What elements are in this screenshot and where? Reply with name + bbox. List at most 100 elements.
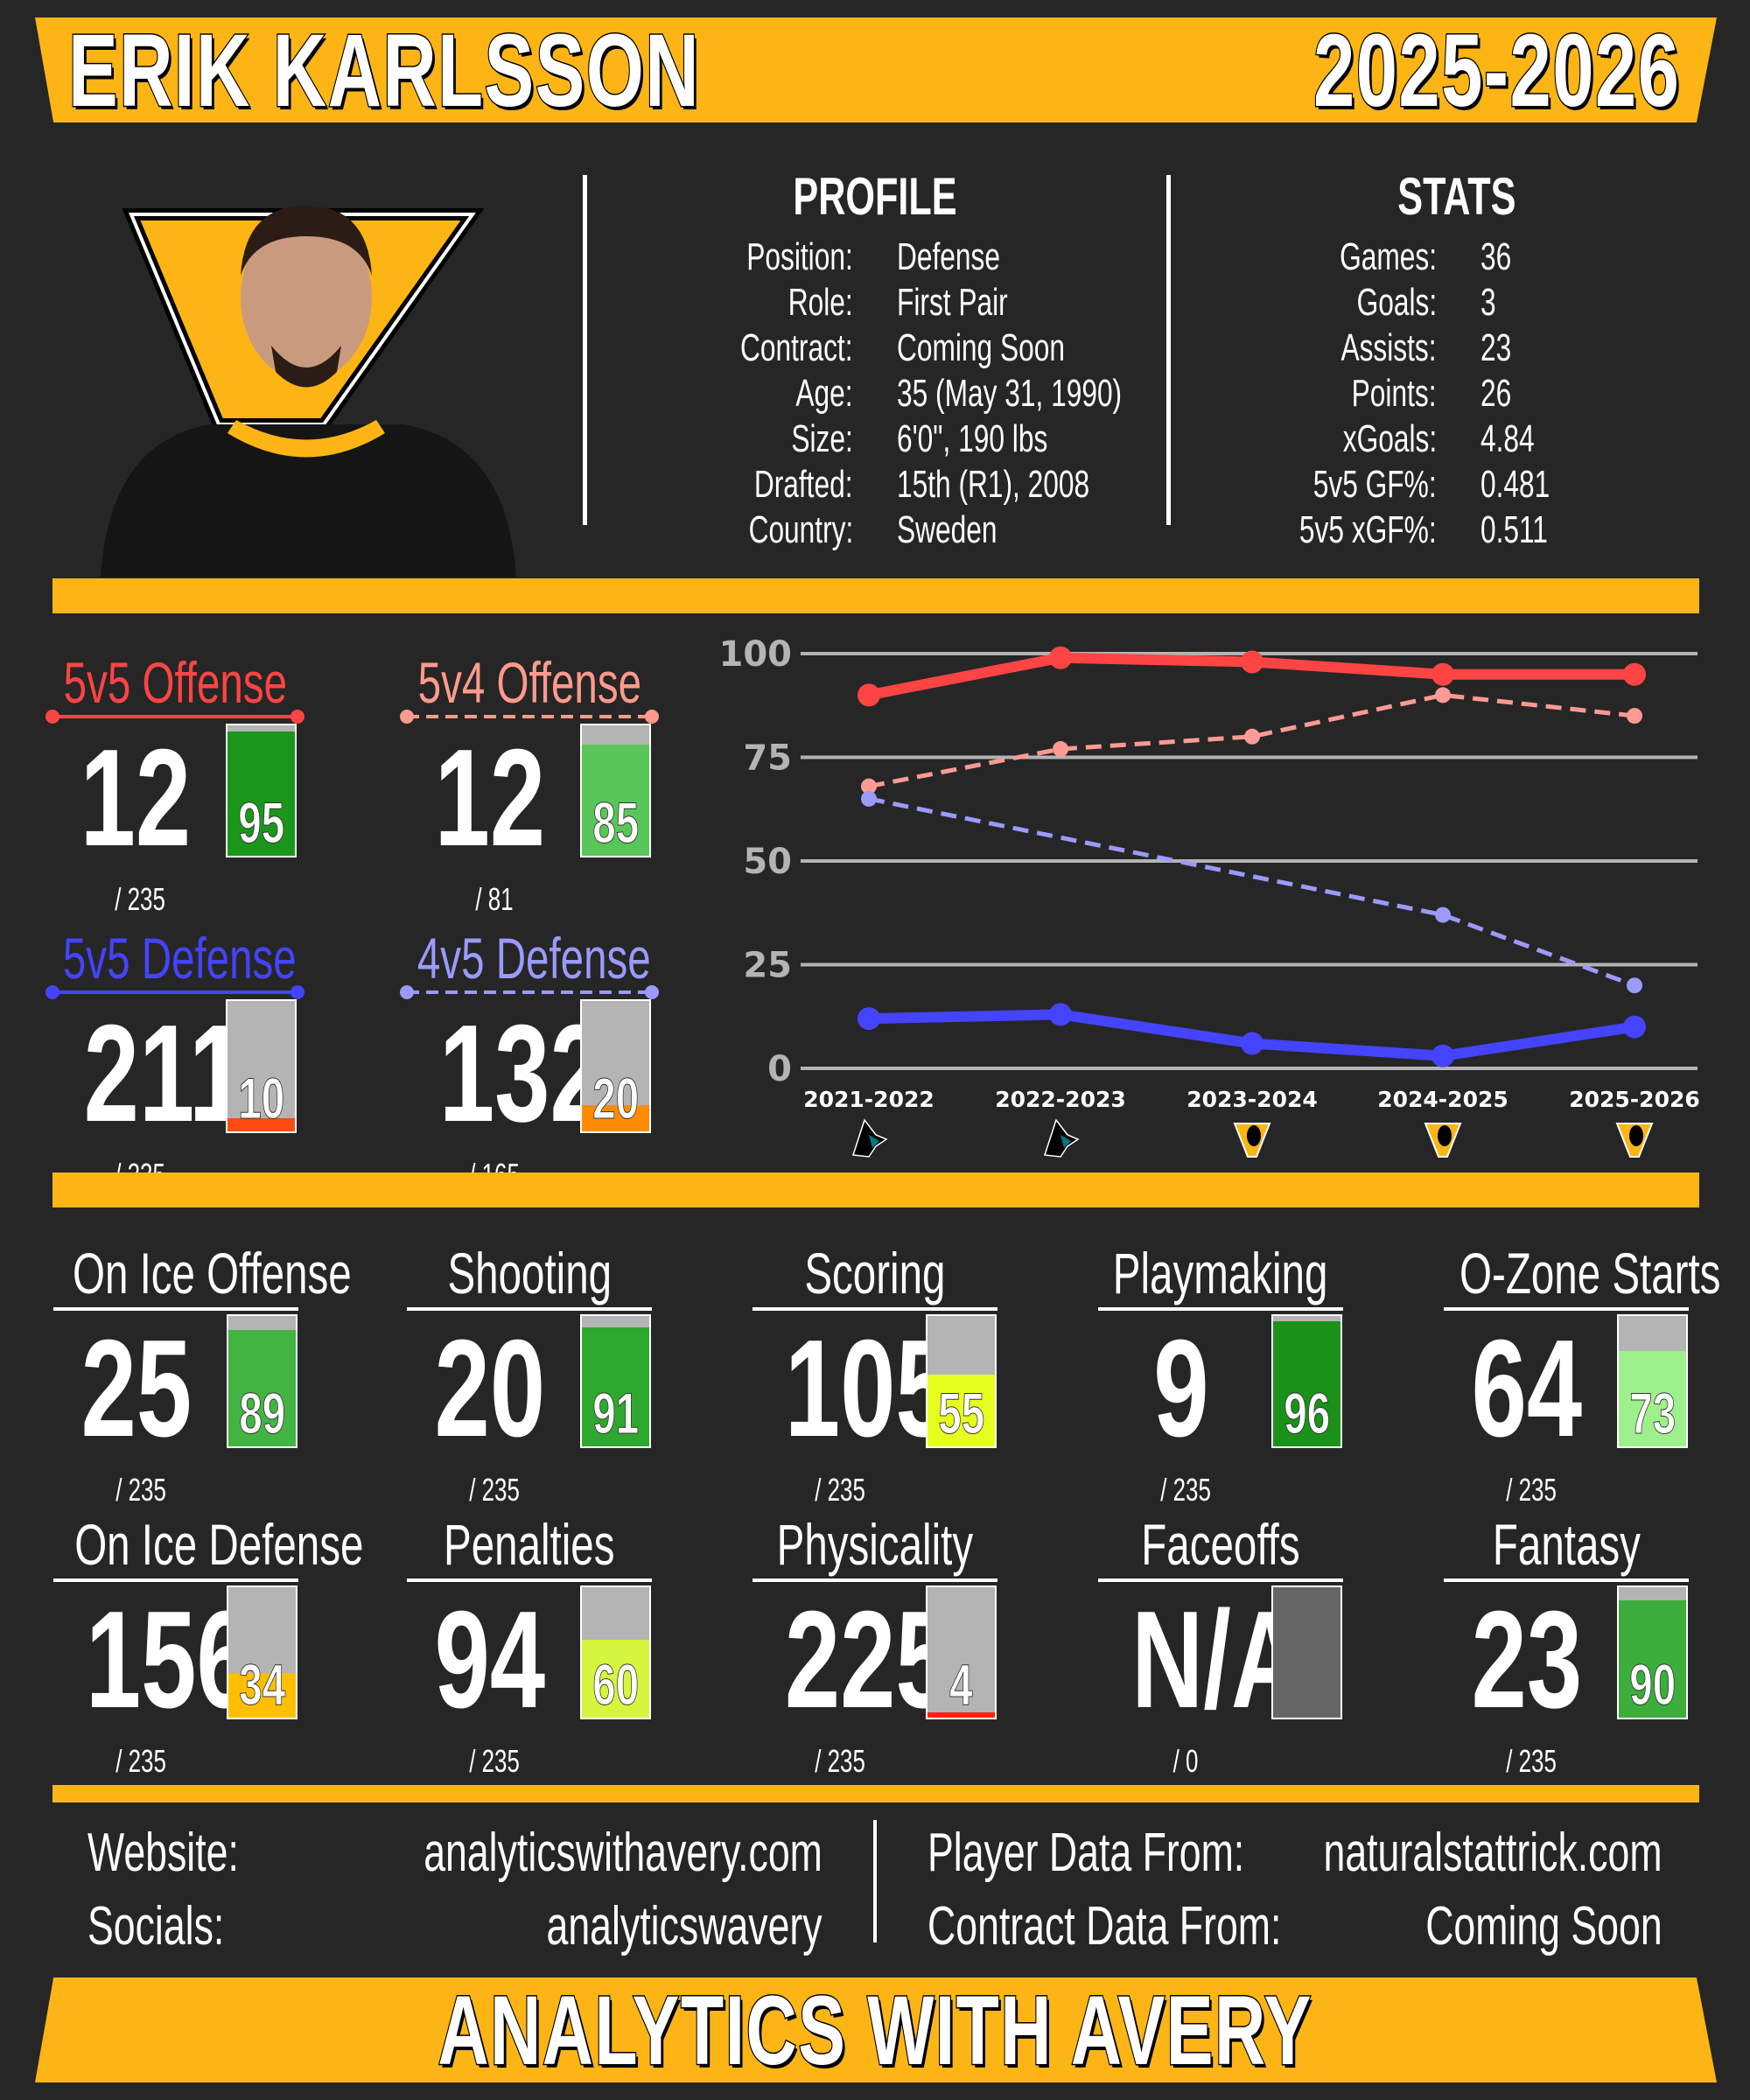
percentile-value-text: 4 bbox=[949, 1652, 973, 1718]
metric-rank: 64 bbox=[1444, 1309, 1610, 1468]
series-point bbox=[1435, 687, 1451, 704]
metric-title: Fantasy bbox=[1409, 1514, 1724, 1575]
divider-bar bbox=[52, 578, 1699, 613]
percentile-bar-fill bbox=[1273, 1587, 1340, 1718]
metric-underline bbox=[752, 1578, 998, 1582]
percentile-bar-fill bbox=[228, 1118, 295, 1131]
metric-rank-total-text: / 235 bbox=[1506, 1743, 1557, 1779]
metric-underline bbox=[1444, 1307, 1689, 1311]
profile-label: Drafted: bbox=[503, 462, 853, 508]
stats-value-text: 23 bbox=[1480, 326, 1512, 369]
player-data-source[interactable]: naturalstattrick.com bbox=[1192, 1822, 1662, 1885]
stats-label-text: Points: bbox=[1352, 372, 1437, 415]
metric-rank-text: 132 bbox=[438, 997, 606, 1151]
stats-label: Points: bbox=[1087, 371, 1437, 416]
sharks-logo-icon bbox=[1044, 1118, 1080, 1158]
website-link-text[interactable]: analyticswithavery.com bbox=[424, 1823, 822, 1883]
stats-title-text: STATS bbox=[1397, 167, 1516, 226]
series-point bbox=[1435, 906, 1451, 923]
website-label-text: Website: bbox=[88, 1823, 239, 1883]
metric-rank: 211 bbox=[52, 994, 245, 1153]
metric-title: O-Zone Starts bbox=[1409, 1242, 1724, 1304]
metric-title: 5v4 Offense bbox=[372, 652, 687, 713]
jersey bbox=[101, 424, 516, 578]
metric-rank: 12 bbox=[407, 718, 573, 878]
metric-rank-text: 64 bbox=[1471, 1312, 1583, 1466]
profile-label: Size: bbox=[503, 416, 853, 462]
brand-title: ANALYTICS WITH AVERY bbox=[0, 1978, 1750, 2083]
metric-title: Scoring bbox=[718, 1242, 1032, 1304]
penguins-logo-icon bbox=[1424, 1123, 1462, 1158]
metric-tile: Scoring 105 / 235 55 bbox=[752, 1242, 1006, 1508]
contract-data-source: Coming Soon bbox=[1334, 1895, 1662, 1958]
stats-value-text: 4.84 bbox=[1480, 417, 1535, 460]
percentile-bar: 10 bbox=[226, 999, 297, 1133]
metric-underline bbox=[53, 1578, 298, 1582]
percentile-bar-fill bbox=[582, 1327, 649, 1446]
website-link[interactable]: analyticswithavery.com bbox=[269, 1822, 822, 1885]
series-line bbox=[868, 796, 1635, 988]
percentile-value: 34 bbox=[228, 1651, 296, 1718]
profile-label-text: Age: bbox=[795, 372, 853, 415]
percentile-bar: 55 bbox=[926, 1314, 997, 1448]
metric-rank: 20 bbox=[407, 1309, 573, 1468]
metric-rank-total: / 0 bbox=[1133, 1743, 1238, 1780]
percentile-bar: 95 bbox=[226, 724, 297, 858]
metric-rank-text: 94 bbox=[434, 1583, 546, 1737]
metric-rank-total: / 81 bbox=[442, 881, 547, 918]
profile-value-text: Sweden bbox=[897, 508, 998, 551]
socials-handle-text[interactable]: analyticswavery bbox=[546, 1896, 822, 1956]
percentile-value: 95 bbox=[228, 789, 295, 856]
metric-title: Physicality bbox=[718, 1514, 1032, 1575]
player-data-source-text[interactable]: naturalstattrick.com bbox=[1323, 1823, 1662, 1883]
metric-tile: Faceoffs N/A / 0 bbox=[1098, 1512, 1352, 1779]
percentile-bar: 96 bbox=[1271, 1314, 1342, 1448]
contract-data-label: Contract Data From: bbox=[928, 1895, 1419, 1958]
stats-value: 4.84 bbox=[1480, 416, 1556, 462]
metric-rank-total-text: / 235 bbox=[815, 1743, 865, 1779]
stats-label-text: Assists: bbox=[1340, 326, 1437, 369]
profile-label: Role: bbox=[503, 280, 853, 326]
percentile-value: 73 bbox=[1619, 1380, 1686, 1446]
socials-handle[interactable]: analyticswavery bbox=[439, 1895, 822, 1958]
percentile-value: 60 bbox=[582, 1651, 649, 1718]
metric-title: Penalties bbox=[372, 1514, 687, 1575]
metric-rank: 156 bbox=[53, 1580, 252, 1740]
player-data-label-text: Player Data From: bbox=[928, 1823, 1245, 1883]
penguins-logo-icon bbox=[1615, 1123, 1654, 1158]
contract-data-label-text: Contract Data From: bbox=[928, 1896, 1282, 1956]
contract-data-source-text: Coming Soon bbox=[1425, 1896, 1662, 1956]
metric-rank-total: / 235 bbox=[442, 1472, 547, 1508]
metric-rank-total-text: / 81 bbox=[475, 881, 514, 917]
percentile-bar-fill bbox=[228, 1330, 296, 1446]
divider bbox=[873, 1820, 877, 1942]
y-tick-label: 100 bbox=[719, 634, 793, 675]
stats-label-text: 5v5 GF%: bbox=[1313, 463, 1437, 506]
series-point bbox=[1049, 1003, 1072, 1026]
metric-title-text: 5v5 Offense bbox=[63, 650, 287, 715]
metric-rank-total-text: / 0 bbox=[1172, 1743, 1199, 1779]
header-banner bbox=[35, 18, 1717, 122]
socials-label: Socials: bbox=[88, 1895, 277, 1958]
percentile-value-text: 95 bbox=[238, 790, 285, 856]
percentile-value-text: 91 bbox=[592, 1381, 640, 1446]
metric-title-text: Playmaking bbox=[1113, 1241, 1328, 1306]
metric-title-text: Faceoffs bbox=[1141, 1512, 1300, 1577]
percentile-value-text: 60 bbox=[592, 1652, 640, 1718]
metric-title: 4v5 Defense bbox=[372, 928, 687, 989]
percentile-value-text: 85 bbox=[592, 790, 640, 856]
metric-title-text: 5v4 Offense bbox=[417, 650, 641, 715]
metric-rank-text: 225 bbox=[784, 1583, 951, 1737]
metric-title: On Ice Offense bbox=[18, 1242, 352, 1304]
profile-value-text: 15th (R1), 2008 bbox=[897, 463, 1090, 506]
stats-label-text: Games: bbox=[1340, 235, 1437, 278]
percentile-bar: 73 bbox=[1617, 1314, 1688, 1448]
metric-tile: Shooting 20 / 235 91 bbox=[407, 1242, 661, 1508]
percentile-bar: 20 bbox=[580, 999, 651, 1133]
profile-label-text: Size: bbox=[791, 417, 853, 460]
metric-rank: N/A bbox=[1098, 1580, 1303, 1740]
metric-underline bbox=[407, 1307, 652, 1311]
metric-title-text: Scoring bbox=[804, 1241, 946, 1306]
metric-rank: 12 bbox=[52, 718, 219, 878]
